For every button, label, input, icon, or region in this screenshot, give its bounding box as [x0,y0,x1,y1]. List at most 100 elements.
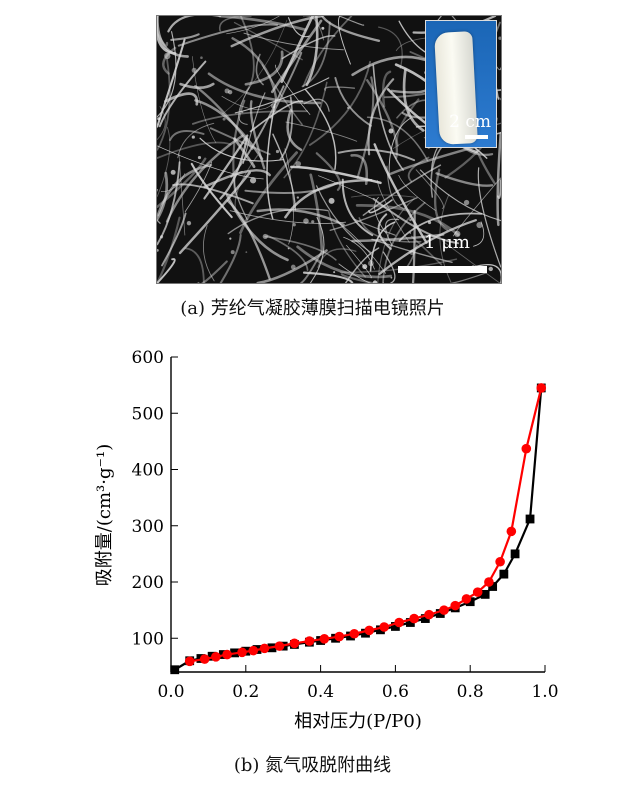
black-square-data-point [480,589,490,599]
sem-fiber-strand [346,244,372,279]
red-circle-data-point [495,556,505,567]
black-square-data-point [510,549,520,559]
black-square-data-point [405,618,415,627]
sem-fiber-strand [157,141,232,159]
sem-fiber-strand [366,116,429,162]
red-circle-data-point [289,638,300,649]
sem-fiber-strand [351,55,432,77]
sem-fiber-strand [377,198,415,283]
sem-fiber-strand [219,234,242,283]
sem-fiber-knot [290,264,296,270]
sem-fiber-strand [256,208,345,226]
sem-fiber-strand [398,174,436,211]
sem-fiber-strand [203,169,271,189]
sem-fiber-knot [227,89,233,95]
sem-fiber-strand [160,173,186,192]
sem-fiber-strand [309,173,324,253]
sem-fiber-strand [169,129,205,141]
sem-fiber-strand [318,175,374,200]
red-circle-data-point [439,605,449,615]
sem-fiber-knot [454,230,461,238]
black-square-data-point [170,665,180,675]
sem-fiber-knot [230,250,235,255]
sem-fiber-knot [488,266,493,272]
sem-fiber-strand [218,16,307,32]
nitrogen-isotherm-chart: 0.0 0.2 0.4 0.6 0.8 1.0 100 200 300 400 500 600 相对压… [94,348,559,732]
sem-fiber-strand [226,16,280,35]
sem-fiber-strand [157,216,181,283]
red-circle-data-point [379,622,389,632]
sem-fiber-strand [368,199,393,214]
sem-fiber-strand [192,110,309,125]
red-circle-data-point [349,628,360,639]
sem-fiber-strand [362,164,442,216]
sem-fiber-strand [377,213,392,250]
red-circle-data-point [521,443,532,454]
sem-fiber-strand [309,216,325,283]
red-circle-data-point [424,609,434,620]
sem-fiber-strand [221,95,275,110]
panel-a-caption: (a) 芳纶气凝胶薄膜扫描电镜照片 [180,298,445,319]
sem-fiber-strand [396,98,420,147]
black-square-data-point [525,514,535,524]
sem-fiber-strand [477,167,501,268]
sem-fiber-strand [244,181,339,194]
sem-fiber-strand [227,208,329,235]
y-tick-label: 100 [132,629,164,649]
sem-fiber-strand [338,263,384,283]
red-circle-data-point [450,600,461,611]
sem-fiber-knot [409,232,412,234]
sem-fiber-strand [157,58,171,151]
sem-fiber-strand [387,143,484,176]
sem-fiber-strand [283,81,328,179]
sem-fiber-strand [184,247,205,283]
sem-fiber-knot [498,36,501,40]
red-circle-data-point [484,577,494,587]
sem-fiber-knot [476,221,483,229]
sem-fiber-strand [269,51,303,119]
sem-fiber-strand [172,183,254,205]
sem-fiber-strand [339,258,458,274]
red-circle-data-point [259,643,270,654]
sem-fiber-strand [341,178,374,237]
sem-fiber-strand [407,156,430,183]
black-square-data-point [435,609,445,618]
sem-fiber-strand [226,199,271,280]
sem-fiber-strand [170,33,200,41]
red-circle-data-point [211,652,221,662]
sem-fiber-knot [463,199,470,206]
y-tick-label: 500 [132,404,164,424]
sem-fiber-knot [333,271,336,274]
x-tick-label: 0.8 [457,682,484,702]
red-circle-data-point [472,587,483,597]
sem-fiber-strand [302,271,354,283]
red-circle-data-point [237,647,247,658]
sem-fiber-strand [296,245,393,279]
sem-fiber-strand [157,16,189,58]
panel-b-caption: (b) 氮气吸脱附曲线 [233,755,392,776]
sem-fiber-strand [496,179,501,199]
sem-fiber-strand [249,100,304,133]
sem-fiber-knot [157,117,161,121]
sem-fiber-knot [409,249,415,256]
red-circle-data-point [364,625,375,636]
sem-fiber-strand [285,121,358,142]
sem-fiber-strand [435,172,494,187]
sem-fiber-strand [338,16,351,65]
sem-fiber-knot [200,56,203,59]
red-circle-data-point [248,645,259,656]
y-tick-label: 200 [132,573,164,593]
sem-fiber-strand [373,143,428,244]
red-circle-data-point [319,634,330,644]
sem-fiber-strand [340,273,374,283]
sem-fiber-strand [329,197,418,231]
sem-fiber-knot [157,248,159,252]
red-circle-data-point [199,654,210,664]
sem-fiber-strand [284,148,294,245]
sem-fiber-strand [157,171,169,221]
sem-fiber-strand [433,168,449,231]
sem-fiber-strand [343,236,375,270]
sem-fiber-strand [378,26,403,69]
sem-fiber-knot [427,220,432,225]
sem-fiber-strand [351,233,445,243]
